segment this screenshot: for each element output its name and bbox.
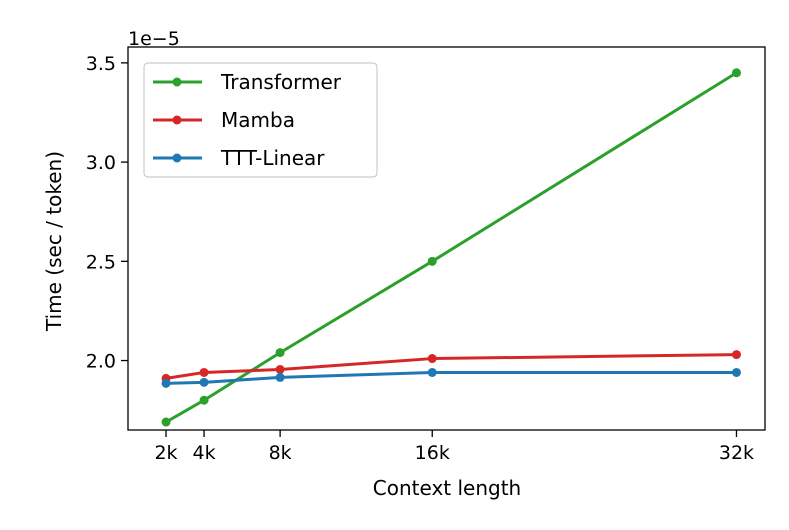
series-line-ttt-linear: [164, 370, 738, 385]
legend-swatch-marker-transformer: [172, 77, 182, 87]
tick-layer: 2k 4k 8k 16k 32k 2.0 2.5 3.0 3.5: [86, 53, 754, 464]
data-point-transformer: [199, 395, 209, 405]
data-point-transformer: [731, 68, 741, 78]
data-point-transformer: [275, 348, 285, 358]
data-point-mamba: [427, 354, 437, 364]
y-axis-label: Time (sec / token): [42, 151, 66, 332]
legend-label-ttt-linear: TTT-Linear: [220, 146, 325, 170]
data-point-ttt-linear: [199, 377, 209, 387]
x-axis-label: Context length: [373, 476, 521, 500]
y-tick-label: 3.5: [86, 53, 116, 75]
y-tick-label: 2.5: [86, 251, 116, 273]
y-tick-label: 3.0: [86, 152, 116, 174]
legend-box: [143, 62, 378, 178]
data-point-ttt-linear: [731, 367, 741, 377]
legend-label-transformer: Transformer: [220, 70, 342, 94]
legend: Transformer Mamba TTT-Linear: [143, 62, 378, 178]
data-point-transformer: [427, 256, 437, 266]
data-point-mamba: [199, 367, 209, 377]
data-point-ttt-linear: [161, 378, 171, 388]
plot-frame: [127, 46, 766, 431]
legend-swatch-marker-mamba: [172, 115, 182, 125]
x-tick-label: 2k: [154, 442, 177, 464]
y-offset-label: 1e−5: [128, 28, 180, 50]
legend-swatch-marker-ttt-linear: [172, 153, 182, 163]
x-tick-label: 4k: [193, 442, 216, 464]
x-tick-label: 32k: [719, 442, 754, 464]
legend-label-mamba: Mamba: [221, 108, 295, 132]
series-line-mamba: [164, 353, 738, 381]
x-tick-label: 8k: [269, 442, 292, 464]
x-tick-label: 16k: [415, 442, 450, 464]
data-point-transformer: [161, 417, 171, 427]
data-point-ttt-linear: [275, 372, 285, 382]
data-point-mamba: [275, 364, 285, 374]
y-tick-label: 2.0: [86, 351, 116, 373]
data-point-mamba: [731, 350, 741, 360]
plot-layer: [161, 68, 741, 427]
data-point-ttt-linear: [427, 367, 437, 377]
